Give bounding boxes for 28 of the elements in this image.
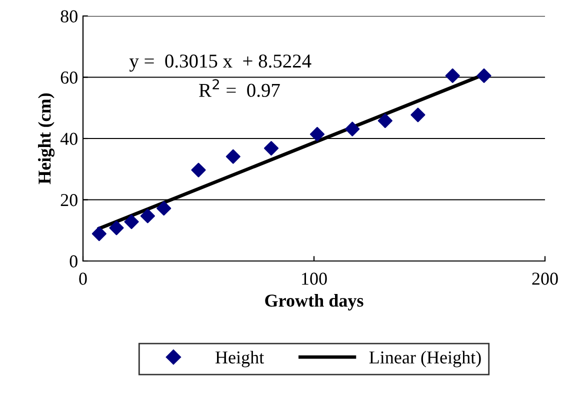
legend-label: Linear (Height)	[369, 350, 481, 368]
point	[264, 141, 279, 156]
point	[124, 214, 139, 230]
point	[476, 68, 492, 83]
point	[345, 122, 360, 136]
legend-label: Height	[215, 350, 264, 368]
annotation: R$^{2}$ = 0.97	[199, 79, 280, 97]
point	[310, 126, 325, 142]
point	[92, 226, 106, 242]
point	[378, 113, 392, 128]
y-tick-label: 80	[60, 10, 78, 22]
y-tick-label: 20	[60, 194, 78, 206]
point	[191, 162, 206, 178]
point	[109, 220, 124, 236]
y-tick-label: 60	[60, 72, 78, 84]
point	[156, 201, 172, 216]
x-tick-label: 200	[532, 272, 558, 285]
point	[226, 149, 240, 164]
y-tick-label: 0	[70, 255, 78, 268]
point	[410, 108, 426, 122]
point	[140, 208, 155, 224]
y-tick-label: 40	[60, 132, 78, 145]
annotation: y = 0.3015 x + 8.5224	[129, 54, 312, 72]
y-axis-title: Height (cm)	[38, 93, 55, 184]
x-axis-title: Growth days	[265, 294, 364, 310]
x-tick-label: 0	[79, 272, 87, 285]
x-tick-label: 100	[302, 272, 327, 285]
point	[445, 68, 460, 83]
